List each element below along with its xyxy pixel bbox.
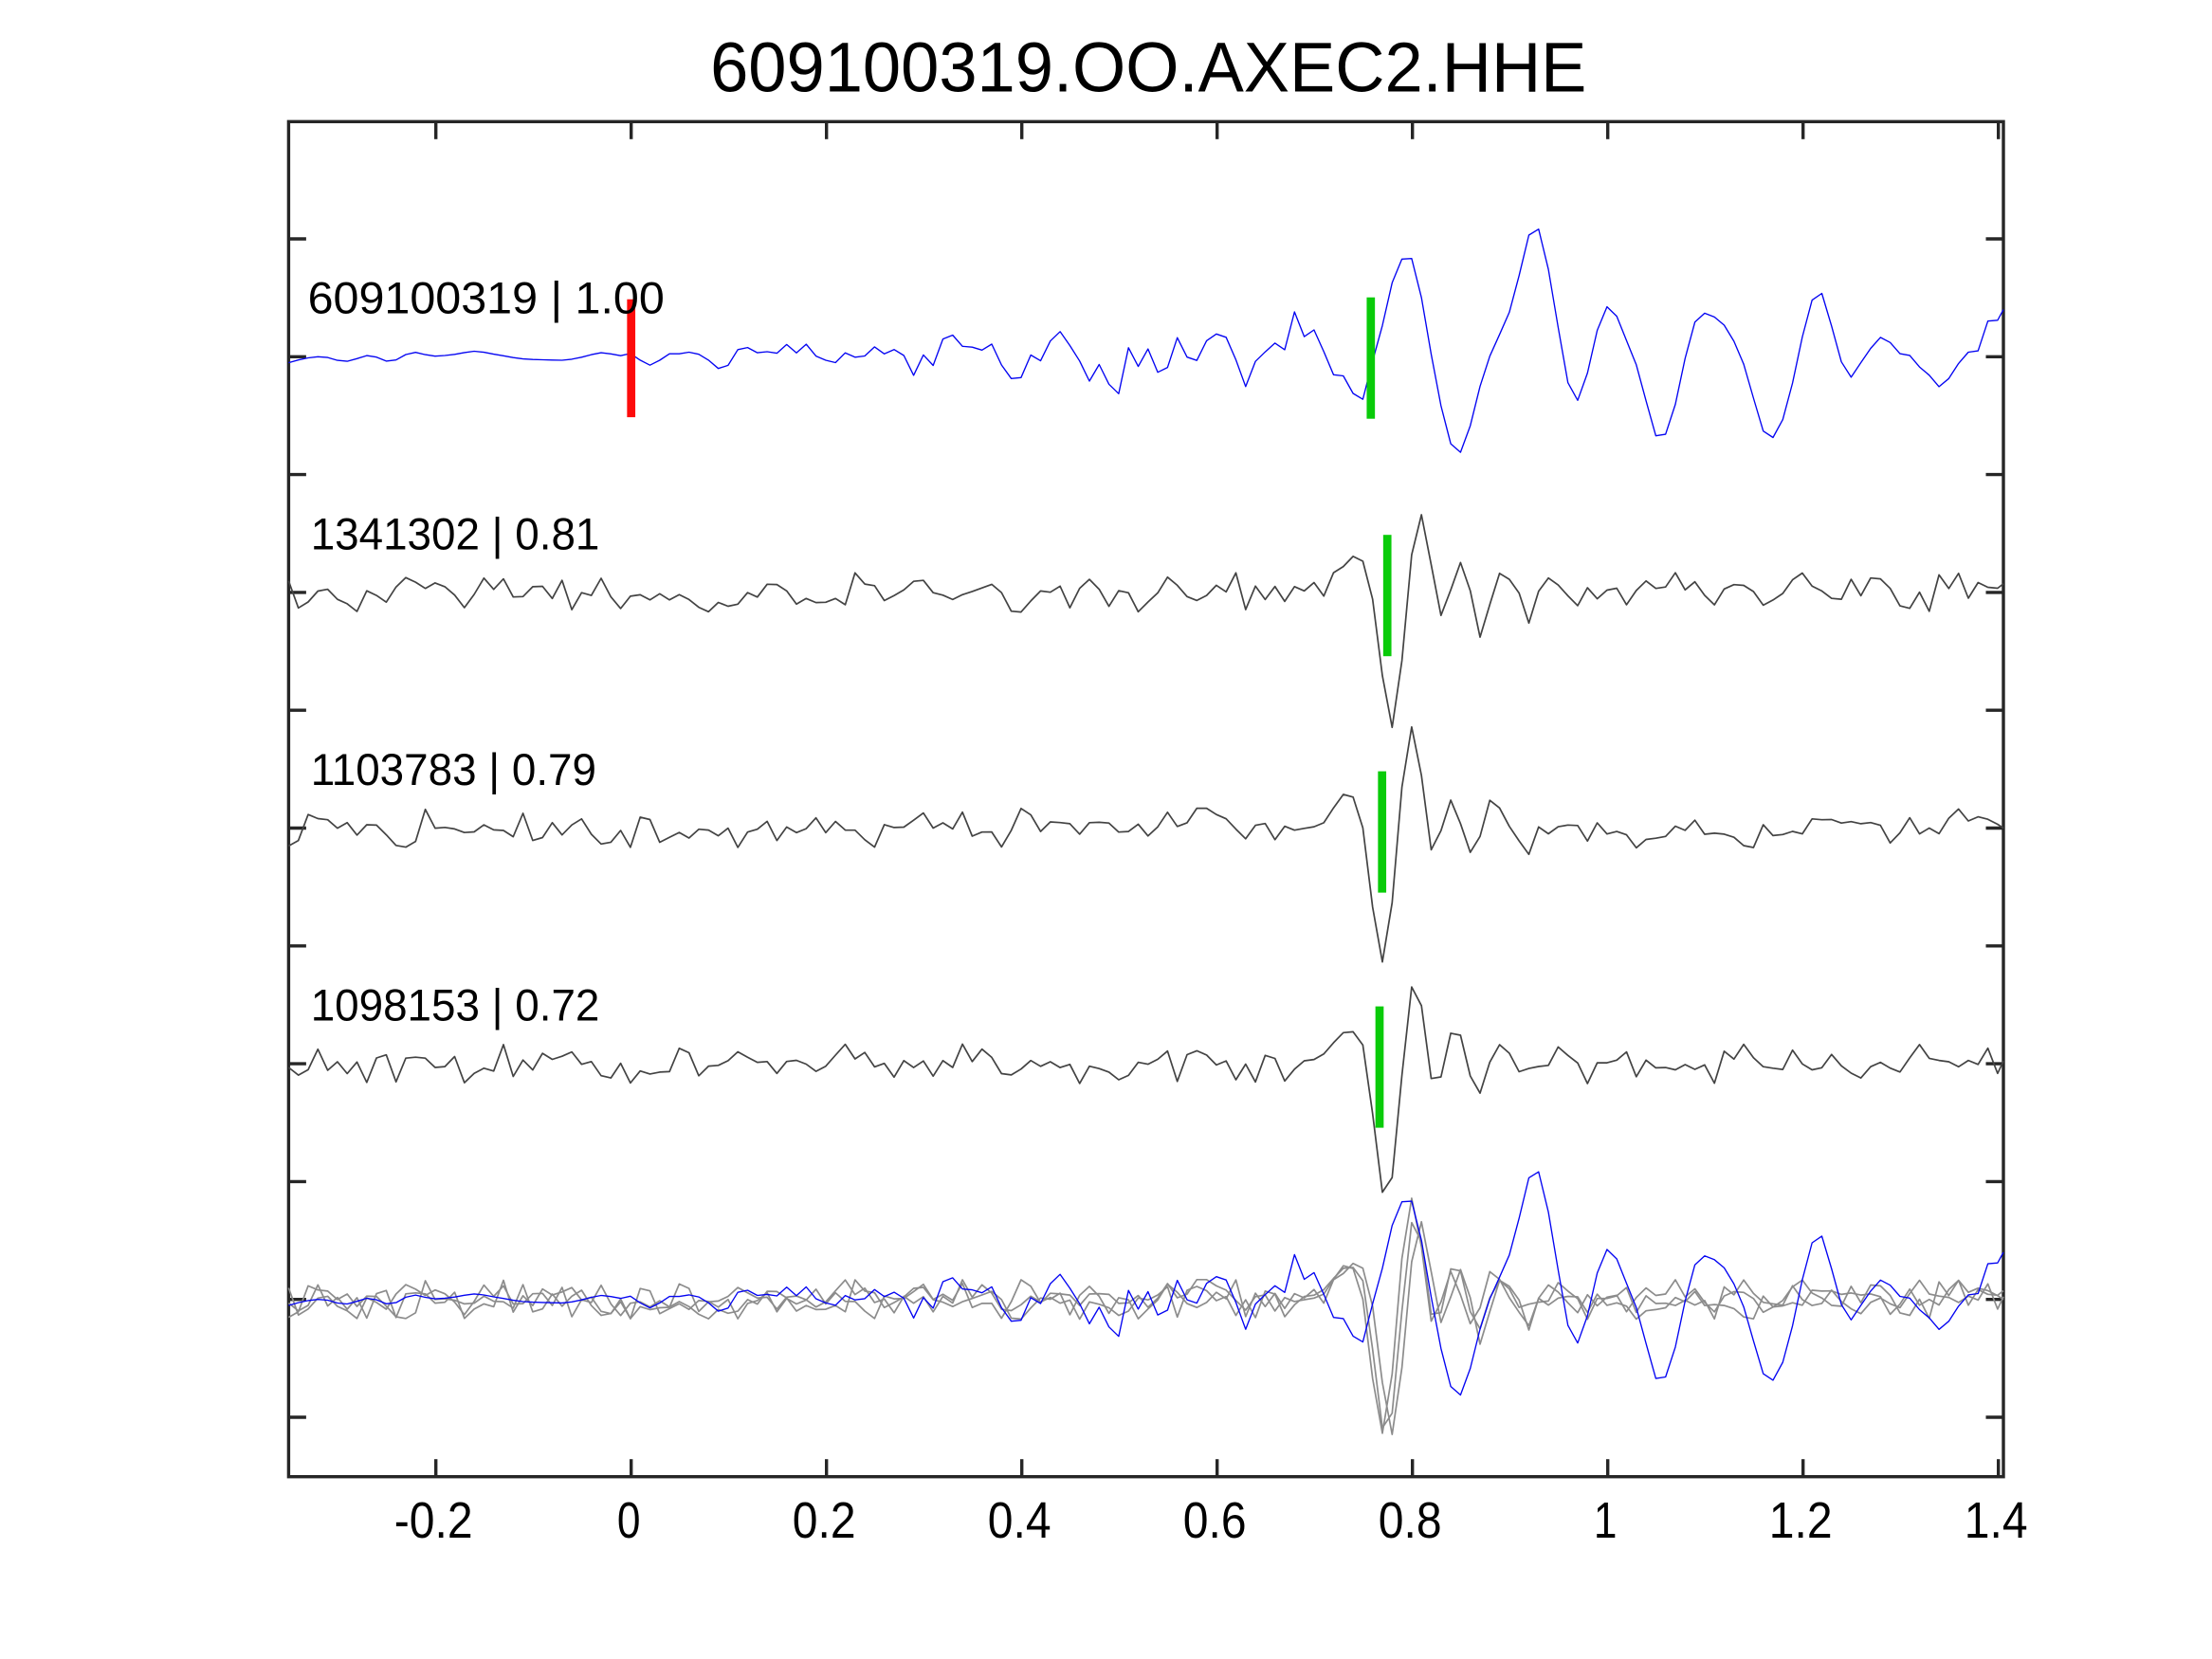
svg-text:1341302 | 0.81: 1341302 | 0.81 xyxy=(311,509,600,558)
svg-text:609100319.OO.AXEC2.HHE: 609100319.OO.AXEC2.HHE xyxy=(710,28,1586,107)
svg-text:-0.2: -0.2 xyxy=(394,1492,473,1549)
svg-text:0.6: 0.6 xyxy=(1183,1492,1247,1549)
svg-text:1098153 | 0.72: 1098153 | 0.72 xyxy=(311,981,600,1030)
svg-text:0.4: 0.4 xyxy=(988,1492,1051,1549)
svg-text:1.2: 1.2 xyxy=(1769,1492,1833,1549)
svg-text:609100319 | 1.00: 609100319 | 1.00 xyxy=(308,274,665,323)
svg-text:0.2: 0.2 xyxy=(793,1492,856,1549)
svg-text:0: 0 xyxy=(617,1492,641,1549)
svg-text:1103783 | 0.79: 1103783 | 0.79 xyxy=(311,745,596,794)
svg-text:1: 1 xyxy=(1594,1492,1618,1549)
svg-text:0.8: 0.8 xyxy=(1379,1492,1442,1549)
svg-text:1.4: 1.4 xyxy=(1965,1492,2028,1549)
